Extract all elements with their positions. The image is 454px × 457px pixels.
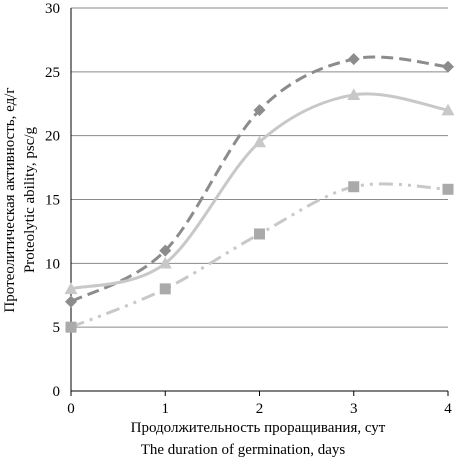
- series-3-point: [254, 228, 265, 240]
- y-tick-label: 0: [53, 384, 61, 400]
- series-line-2: [70, 92, 449, 291]
- series-3-point: [442, 183, 454, 195]
- series-line-3: [70, 182, 449, 329]
- y-axis-label-en: Proteolytic ability, psc/g: [22, 126, 38, 273]
- y-tick-label: 15: [45, 193, 60, 209]
- series-1-point: [442, 60, 454, 73]
- x-axis-label-en: The duration of germination, days: [141, 442, 346, 457]
- tick-labels: 0 5 10 15 20 25 30 0 1 2 3 4: [45, 1, 452, 417]
- y-tick-label: 30: [45, 1, 60, 17]
- series-2-point: [64, 282, 78, 295]
- series-1-point: [253, 104, 266, 117]
- axes: [70, 8, 449, 396]
- x-tick-label: 3: [350, 401, 358, 417]
- series-2-point: [158, 256, 172, 269]
- y-tick-label: 20: [45, 129, 60, 145]
- y-tick-label: 10: [45, 256, 60, 272]
- x-tick-label: 0: [67, 401, 75, 417]
- series-1-point: [159, 244, 172, 257]
- grid-lines: [71, 7, 448, 328]
- series-2-point: [441, 103, 454, 116]
- series-line-1: [70, 55, 449, 303]
- x-tick-label: 1: [162, 401, 170, 417]
- series-3-point: [65, 321, 77, 333]
- y-axis-label-ru: Протеолитическая активность, ед/г: [2, 87, 18, 312]
- series-2-point: [347, 88, 361, 101]
- y-tick-label: 25: [45, 65, 60, 81]
- x-tick-label: 2: [256, 401, 264, 417]
- y-tick-label: 5: [53, 320, 61, 336]
- series-group: [64, 53, 454, 333]
- series-3-point: [159, 283, 171, 295]
- series-1-point: [347, 53, 360, 66]
- series-3-point: [348, 181, 360, 193]
- series-2-point: [253, 135, 266, 148]
- x-tick-label: 4: [444, 401, 452, 417]
- x-axis-label-ru: Продолжительность проращивания, сут: [131, 420, 386, 436]
- series-1-point: [65, 295, 77, 308]
